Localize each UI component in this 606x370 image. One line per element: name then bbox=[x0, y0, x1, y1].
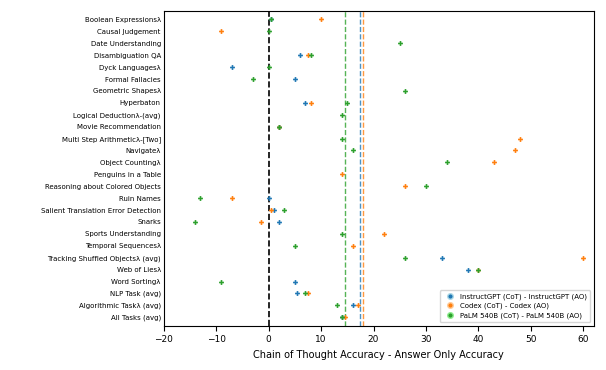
X-axis label: Chain of Thought Accuracy - Answer Only Accuracy: Chain of Thought Accuracy - Answer Only … bbox=[253, 350, 504, 360]
Legend: InstructGPT (CoT) - InstructGPT (AO), Codex (CoT) - Codex (AO), PaLM 540B (CoT) : InstructGPT (CoT) - InstructGPT (AO), Co… bbox=[440, 290, 590, 322]
